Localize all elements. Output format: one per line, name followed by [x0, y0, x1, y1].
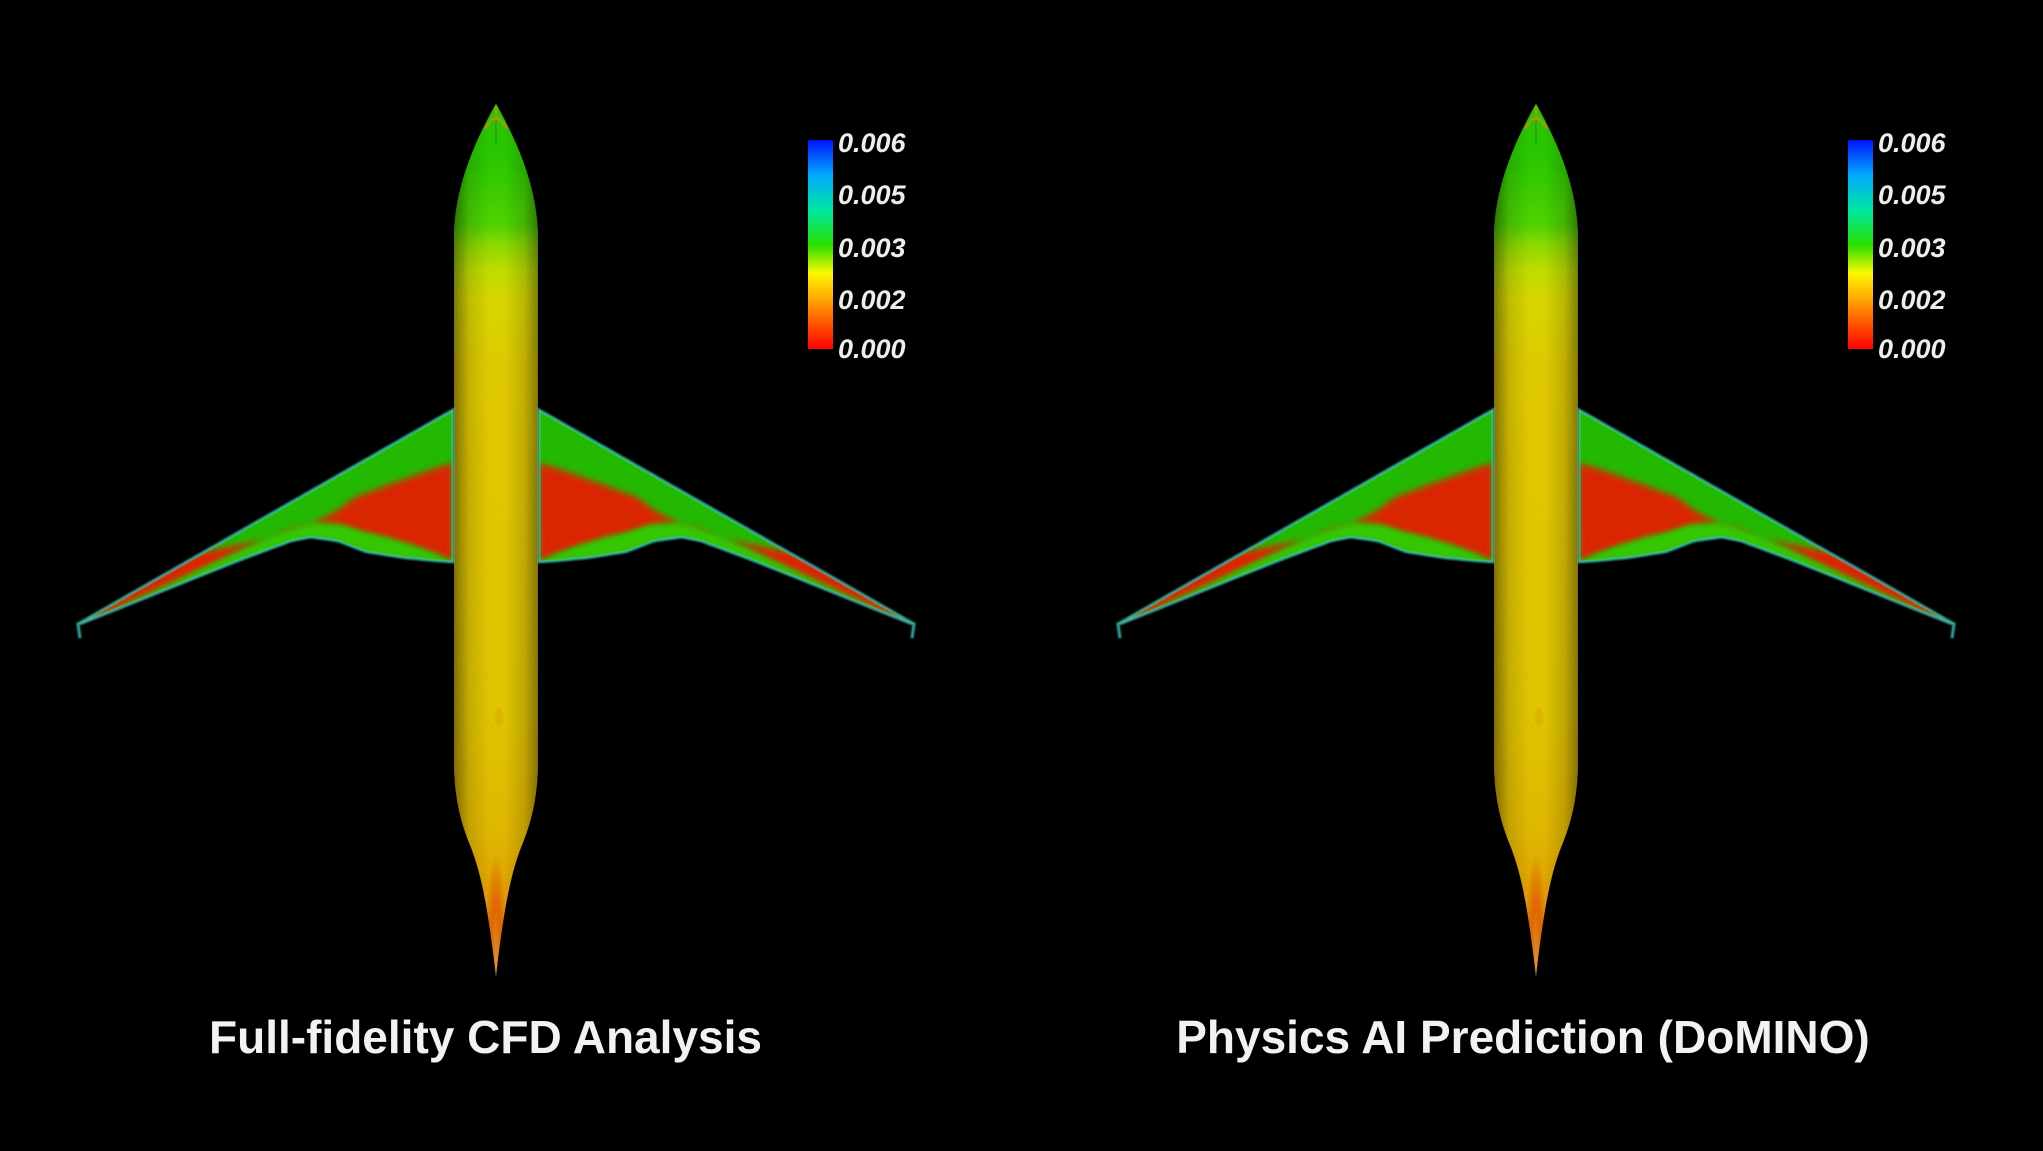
svg-text:0.005: 0.005 — [1878, 180, 1947, 210]
svg-text:0.002: 0.002 — [838, 285, 906, 315]
svg-text:0.003: 0.003 — [838, 233, 906, 263]
svg-text:0.006: 0.006 — [1878, 130, 1947, 158]
svg-text:0.000: 0.000 — [1878, 334, 1946, 364]
svg-text:0.003: 0.003 — [1878, 233, 1946, 263]
svg-text:0.005: 0.005 — [838, 180, 907, 210]
svg-text:0.000: 0.000 — [838, 334, 906, 364]
svg-text:0.006: 0.006 — [838, 130, 907, 158]
svg-text:0.002: 0.002 — [1878, 285, 1946, 315]
